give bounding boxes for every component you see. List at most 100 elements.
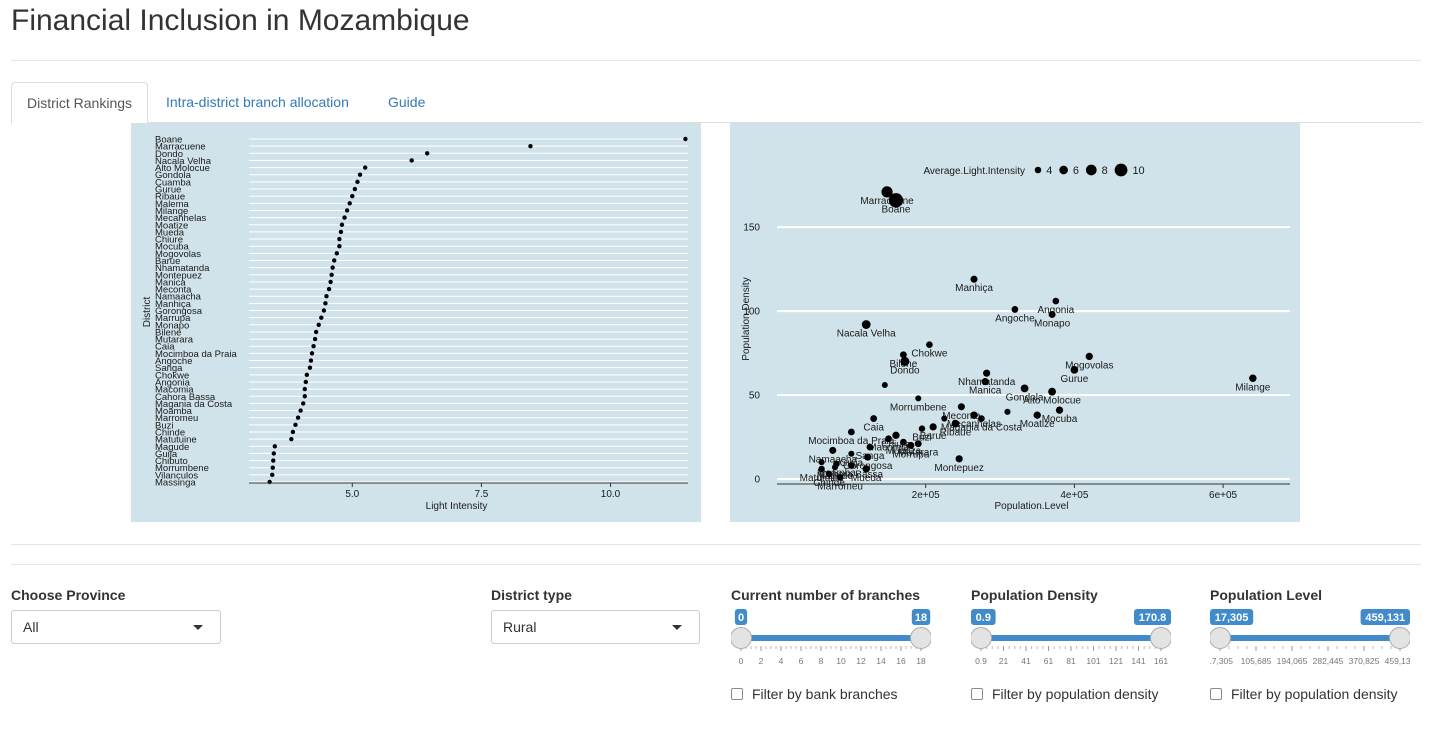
y-tick-label: Vilanculos: [155, 470, 198, 481]
data-point: [1033, 411, 1041, 419]
data-label: Manhiça: [955, 283, 993, 294]
data-point: [270, 472, 275, 478]
slider-tick-label: 121: [1109, 656, 1123, 666]
province-select[interactable]: All: [11, 610, 221, 644]
data-label: Alto Molocue: [1023, 396, 1081, 407]
legend-swatch: [1034, 166, 1042, 174]
slider-tick-label: 0: [739, 656, 744, 666]
slider-bar: [981, 635, 1161, 641]
checkbox-icon[interactable]: [971, 688, 983, 700]
data-label: Moatize: [1020, 419, 1055, 430]
data-point: [825, 470, 833, 478]
data-label: Caia: [863, 423, 884, 434]
data-point: [329, 272, 334, 277]
data-point: [1048, 387, 1057, 396]
data-point: [848, 462, 855, 469]
data-point: [978, 415, 985, 422]
slider-tick-label: 4: [779, 656, 784, 666]
data-label: Chokwe: [911, 349, 948, 360]
y-tick-label: Cahora Bassa: [155, 392, 216, 403]
data-label: Muanza: [886, 446, 922, 457]
data-point: [319, 315, 324, 320]
district-type-select[interactable]: Rural: [491, 610, 700, 644]
data-point: [847, 428, 855, 436]
data-point: [307, 365, 313, 370]
y-tick-label: Angonia: [155, 377, 191, 388]
population-level-label: Population Level: [1210, 587, 1323, 603]
y-tick-label: Massinga: [155, 478, 196, 489]
slider-min-value-bg: [734, 609, 748, 625]
data-label: Ribaue: [940, 428, 972, 439]
data-label: Dondo: [890, 365, 920, 376]
tab-guide[interactable]: Guide: [388, 94, 426, 110]
data-label: Macomia: [868, 443, 909, 454]
y-tick-label: Alto Molocue: [155, 163, 210, 174]
data-label: Mocimboa da Praia: [808, 436, 895, 447]
population-level-range-slider[interactable]: 17,305 459,131 17,305 105,685 194,065 282,445…: [1207, 608, 1416, 668]
data-point: [311, 344, 316, 349]
slider-min-handle[interactable]: [1209, 627, 1231, 649]
population-density-range-slider[interactable]: 0.9 170.8 0.9 21 41 61 81 101 121 141 161: [970, 608, 1172, 668]
filter-population-density-checkbox[interactable]: Filter by population density: [971, 686, 1159, 702]
slider-max-handle[interactable]: [1150, 627, 1172, 649]
data-point: [528, 143, 533, 149]
divider: [11, 564, 1421, 565]
tab-intra-district-branch-allocation[interactable]: Intra-district branch allocation: [166, 94, 349, 110]
divider: [11, 60, 1421, 61]
data-point: [1004, 408, 1011, 415]
population-chart-panel: 0 50 100 150 2e+05 4e+05 6e+05 Marracuene Boane M…: [730, 123, 1300, 522]
y-tick-label: Chokwe: [155, 370, 189, 381]
slider-max-handle[interactable]: [1389, 627, 1411, 649]
y-tick-label: Mocuba: [155, 242, 190, 253]
y-tick-label: Mogovolas: [155, 249, 201, 260]
slider-min-handle[interactable]: [970, 627, 992, 649]
y-tick-label: Buzi: [155, 420, 173, 431]
chevron-down-icon: [193, 625, 203, 630]
data-point: [970, 275, 978, 283]
slider-tick-label: 61: [1044, 656, 1054, 666]
data-point: [929, 423, 937, 431]
branches-range-slider[interactable]: 0 18 0 2 4 6 8 10 12 14 16 18: [730, 608, 932, 668]
data-point: [831, 464, 839, 471]
data-label: Chiure: [881, 439, 911, 450]
data-point: [951, 419, 960, 428]
checkbox-icon[interactable]: [731, 688, 743, 700]
slider-min-handle[interactable]: [730, 627, 752, 649]
tab-bar: District Rankings Intra-district branch …: [11, 82, 1421, 124]
y-tick-label: Cuamba: [155, 177, 192, 188]
y-tick-label: Gurue: [155, 185, 181, 196]
slider-tick-label: 8: [819, 656, 824, 666]
filter-bank-branches-checkbox[interactable]: Filter by bank branches: [731, 686, 898, 702]
data-point: [312, 336, 318, 342]
legend-label: 6: [1073, 165, 1079, 177]
data-point: [862, 465, 870, 473]
filter-bank-branches-label: Filter by bank branches: [752, 686, 898, 702]
y-tick-label: 150: [743, 223, 760, 234]
y-tick-label: Caia: [155, 342, 175, 353]
legend-swatch: [1059, 165, 1068, 175]
data-point: [881, 186, 893, 198]
y-tick-label: Chiure: [155, 235, 183, 246]
data-point: [363, 165, 368, 170]
slider-max-handle[interactable]: [910, 627, 932, 649]
data-label: Buzi: [912, 433, 931, 444]
data-point: [409, 158, 414, 163]
y-tick-label: Magude: [155, 442, 189, 453]
y-tick-label: 100: [743, 307, 760, 318]
checkbox-icon[interactable]: [1210, 688, 1222, 700]
filter-population-level-checkbox[interactable]: Filter by population density: [1210, 686, 1398, 702]
slider-graphic: 17,305 459,131 17,305 105,685 194,065 282,445…: [1207, 609, 1416, 666]
y-axis-title: District: [142, 297, 153, 328]
district-type-label: District type: [491, 587, 572, 603]
tab-district-rankings[interactable]: District Rankings: [11, 82, 149, 124]
slider-max-value-bg: [1360, 609, 1410, 625]
data-point: [293, 422, 298, 428]
data-point: [301, 401, 306, 406]
data-point: [829, 446, 837, 454]
data-point: [957, 403, 965, 411]
x-tick-label: 7.5: [474, 489, 488, 500]
data-point: [818, 465, 825, 473]
data-label: Mueda: [851, 473, 882, 484]
data-point: [303, 379, 309, 385]
slider-tick-label: 194,065: [1277, 656, 1308, 666]
